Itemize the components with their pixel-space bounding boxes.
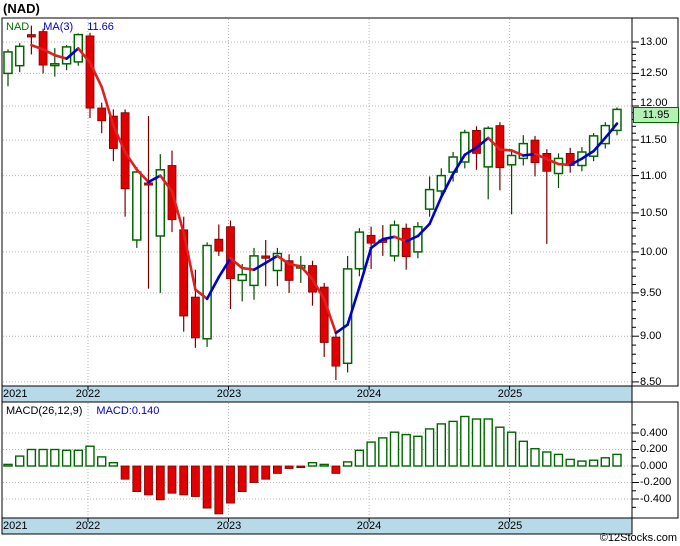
x-axis-year-label: 2021 [3,520,28,532]
macd-axis-label: 0.000 [640,460,668,472]
price-axis-label: 9.00 [640,330,662,342]
macd-axis-label: -0.400 [640,493,672,505]
x-axis-year-label: 2025 [497,388,523,400]
x-axis-year-label: 2025 [497,520,523,532]
x-axis-year-label: 2023 [216,520,242,532]
symbol-label: NAD [6,21,30,33]
price-axis-label: 10.00 [640,246,668,258]
price-axis-label: 11.50 [640,134,667,146]
watermark: ©12Stocks.com [599,532,677,544]
macd-indicator-label: MACD(26,12,9) [6,405,83,417]
x-axis-year-label: 2022 [75,388,101,400]
ma-value: 11.66 [87,21,114,33]
macd-axis-label: 0.400 [640,427,668,439]
macd-header: MACD(26,12,9) MACD:0.140 [6,405,159,417]
price-axis-label: 10.50 [640,207,668,219]
x-axis-year-label: 2024 [356,520,382,532]
x-axis-year-label: 2022 [75,520,101,532]
page-title: (NAD) [3,1,40,16]
price-axis-label: 9.50 [640,287,662,299]
macd-axis-label: 0.200 [640,443,668,455]
price-axis-label: 8.50 [640,376,662,388]
macd-axis-label: -0.200 [640,476,672,488]
price-axis-label: 12.00 [640,97,668,109]
price-axis-label: 12.50 [640,67,668,79]
price-axis-label: 13.00 [640,36,668,48]
ma-label: MA(3) [43,21,74,33]
last-price-badge: 11.95 [633,107,679,123]
macd-value-label: MACD:0.140 [96,405,160,417]
price-legend: NAD MA(3) 11.66 [6,21,114,33]
x-axis-year-label: 2023 [216,388,242,400]
x-axis-year-label: 2024 [356,388,382,400]
price-axis-label: 11.00 [640,170,667,182]
x-axis-year-label: 2021 [3,388,28,400]
